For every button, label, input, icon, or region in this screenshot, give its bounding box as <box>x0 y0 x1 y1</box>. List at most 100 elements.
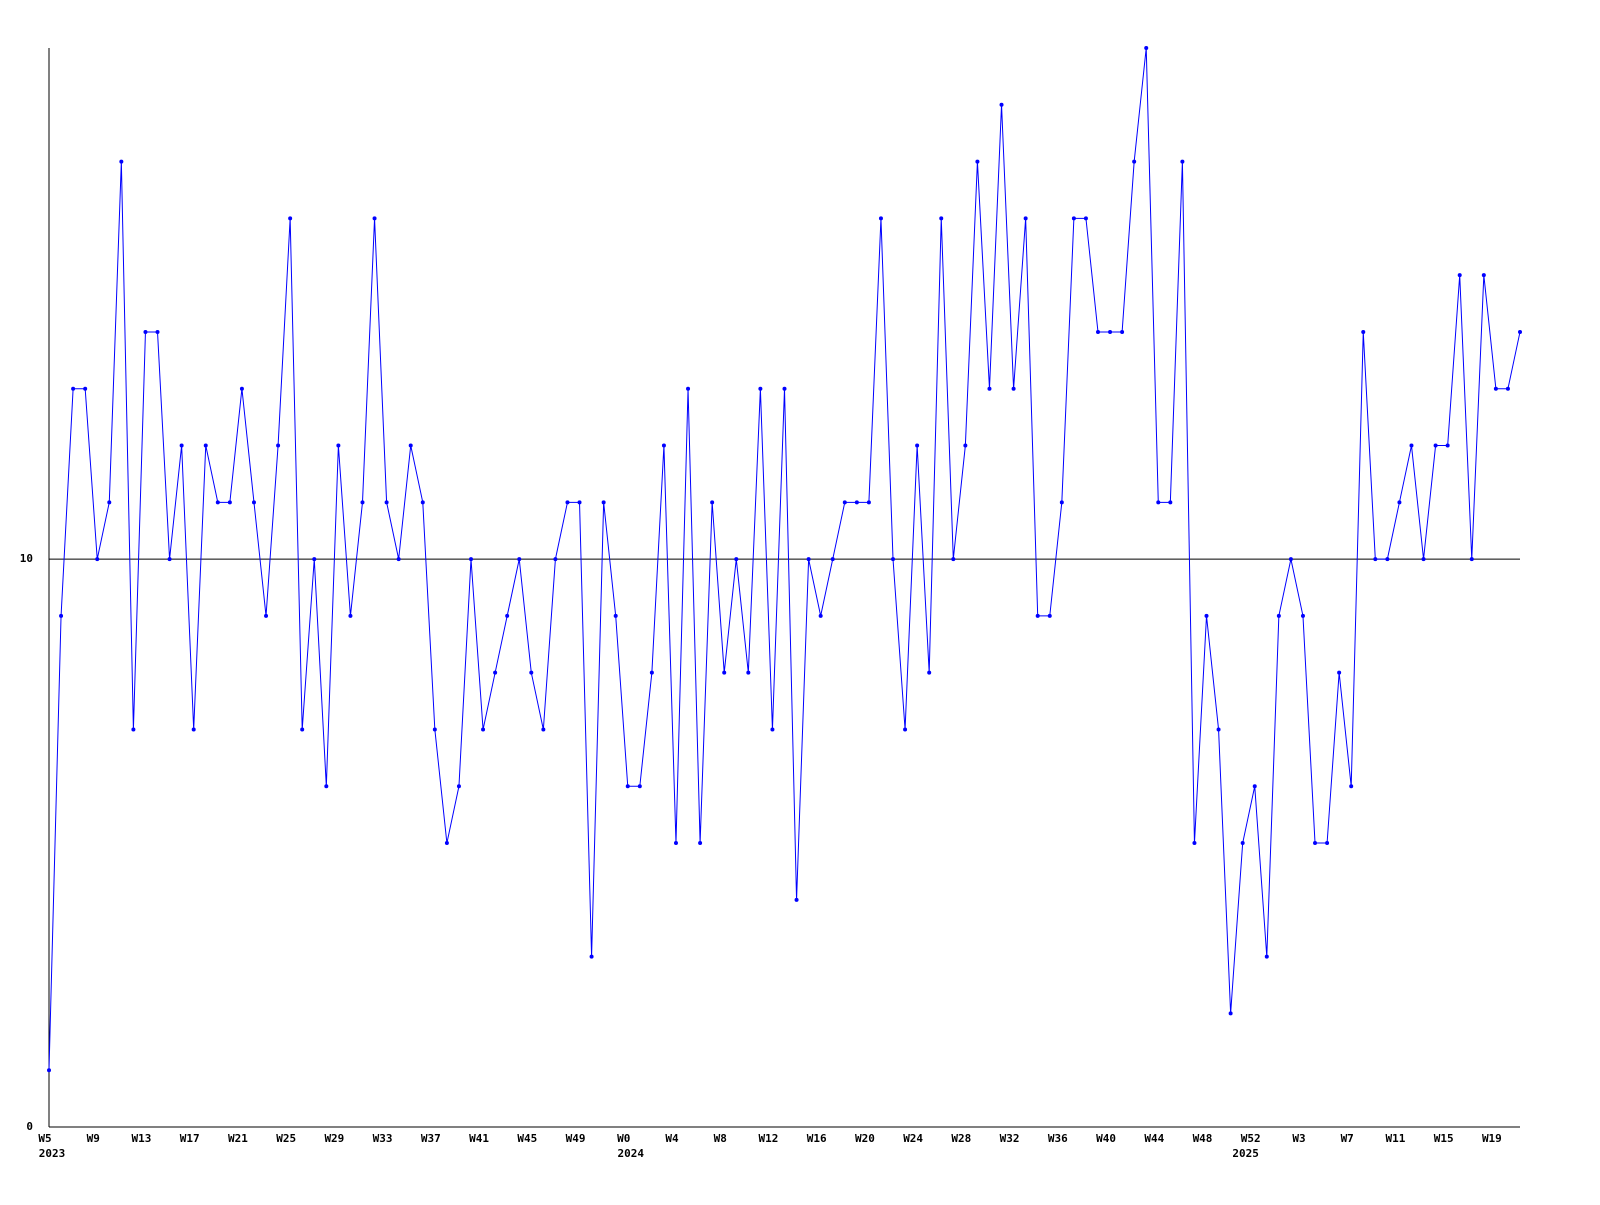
data-point <box>239 386 244 391</box>
data-point <box>541 727 546 732</box>
x-tick-label: W24 <box>903 1132 923 1145</box>
data-point <box>1505 386 1510 391</box>
data-point <box>1168 500 1173 505</box>
data-point <box>710 500 715 505</box>
data-point <box>987 386 992 391</box>
data-point <box>372 216 377 221</box>
data-point <box>878 216 883 221</box>
data-point <box>830 557 835 562</box>
data-point <box>661 443 666 448</box>
data-point <box>47 1068 51 1073</box>
data-point <box>1518 329 1522 334</box>
data-point <box>782 386 787 391</box>
data-point <box>1385 557 1390 562</box>
data-point <box>251 500 256 505</box>
data-point <box>589 954 594 959</box>
data-point <box>1216 727 1221 732</box>
data-point <box>963 443 968 448</box>
data-point <box>1288 557 1293 562</box>
data-point <box>1445 443 1450 448</box>
data-point <box>312 557 317 562</box>
x-tick-label: W20 <box>855 1132 875 1145</box>
data-point <box>420 500 425 505</box>
data-point <box>1361 329 1366 334</box>
data-point <box>1276 613 1281 618</box>
data-point <box>854 500 859 505</box>
data-point <box>215 500 220 505</box>
x-tick-label: W3 <box>1292 1132 1305 1145</box>
x-tick-label: W49 <box>566 1132 586 1145</box>
data-point <box>83 386 88 391</box>
data-point <box>794 897 799 902</box>
data-point <box>1252 784 1257 789</box>
data-point <box>746 670 751 675</box>
data-point <box>927 670 932 675</box>
data-point <box>432 727 437 732</box>
data-point <box>1059 500 1064 505</box>
data-point <box>155 329 160 334</box>
data-point <box>1300 613 1305 618</box>
data-point <box>276 443 281 448</box>
data-point <box>396 557 401 562</box>
data-point <box>167 557 172 562</box>
data-point <box>1204 613 1209 618</box>
data-point <box>505 613 510 618</box>
data-point <box>625 784 630 789</box>
x-tick-label: W44 <box>1144 1132 1164 1145</box>
data-point <box>481 727 486 732</box>
data-point <box>517 557 522 562</box>
x-tick-label: W36 <box>1048 1132 1068 1145</box>
data-point <box>107 500 112 505</box>
data-point <box>360 500 365 505</box>
data-point <box>1264 954 1269 959</box>
data-point <box>1108 329 1113 334</box>
data-point <box>1349 784 1354 789</box>
data-point <box>1397 500 1402 505</box>
data-point <box>1156 500 1161 505</box>
x-tick-label: W45 <box>517 1132 537 1145</box>
x-tick-label: W52 <box>1241 1132 1261 1145</box>
x-tick-label: W25 <box>276 1132 296 1145</box>
data-point <box>444 841 449 846</box>
data-point <box>336 443 341 448</box>
x-tick-label: W13 <box>132 1132 152 1145</box>
data-point <box>1433 443 1438 448</box>
x-tick-label: W32 <box>1000 1132 1020 1145</box>
data-point <box>1095 329 1100 334</box>
data-point <box>131 727 136 732</box>
x-tick-label: W12 <box>759 1132 779 1145</box>
data-point <box>770 727 775 732</box>
data-point <box>939 216 944 221</box>
data-point <box>842 500 847 505</box>
data-point <box>1228 1011 1233 1016</box>
x-tick-label: W0 <box>617 1132 630 1145</box>
data-point <box>324 784 329 789</box>
data-point <box>686 386 691 391</box>
data-point <box>915 443 920 448</box>
data-point <box>469 557 474 562</box>
x-tick-label: W37 <box>421 1132 441 1145</box>
data-point <box>1047 613 1052 618</box>
data-point <box>637 784 642 789</box>
data-point <box>1023 216 1028 221</box>
data-point <box>1481 273 1486 278</box>
data-point <box>722 670 727 675</box>
x-tick-label: W40 <box>1096 1132 1116 1145</box>
data-point <box>1457 273 1462 278</box>
x-tick-label: W4 <box>665 1132 679 1145</box>
data-point <box>384 500 389 505</box>
data-point <box>1083 216 1088 221</box>
data-point <box>577 500 582 505</box>
x-tick-label: W8 <box>714 1132 727 1145</box>
x-tick-label: W11 <box>1385 1132 1405 1145</box>
data-point <box>1180 159 1185 164</box>
data-point <box>553 557 558 562</box>
x-tick-label: W33 <box>373 1132 393 1145</box>
data-point <box>264 613 269 618</box>
data-point <box>1071 216 1076 221</box>
data-point <box>203 443 208 448</box>
data-point <box>1409 443 1414 448</box>
x-tick-label: W41 <box>469 1132 489 1145</box>
x-tick-label: W17 <box>180 1132 200 1145</box>
